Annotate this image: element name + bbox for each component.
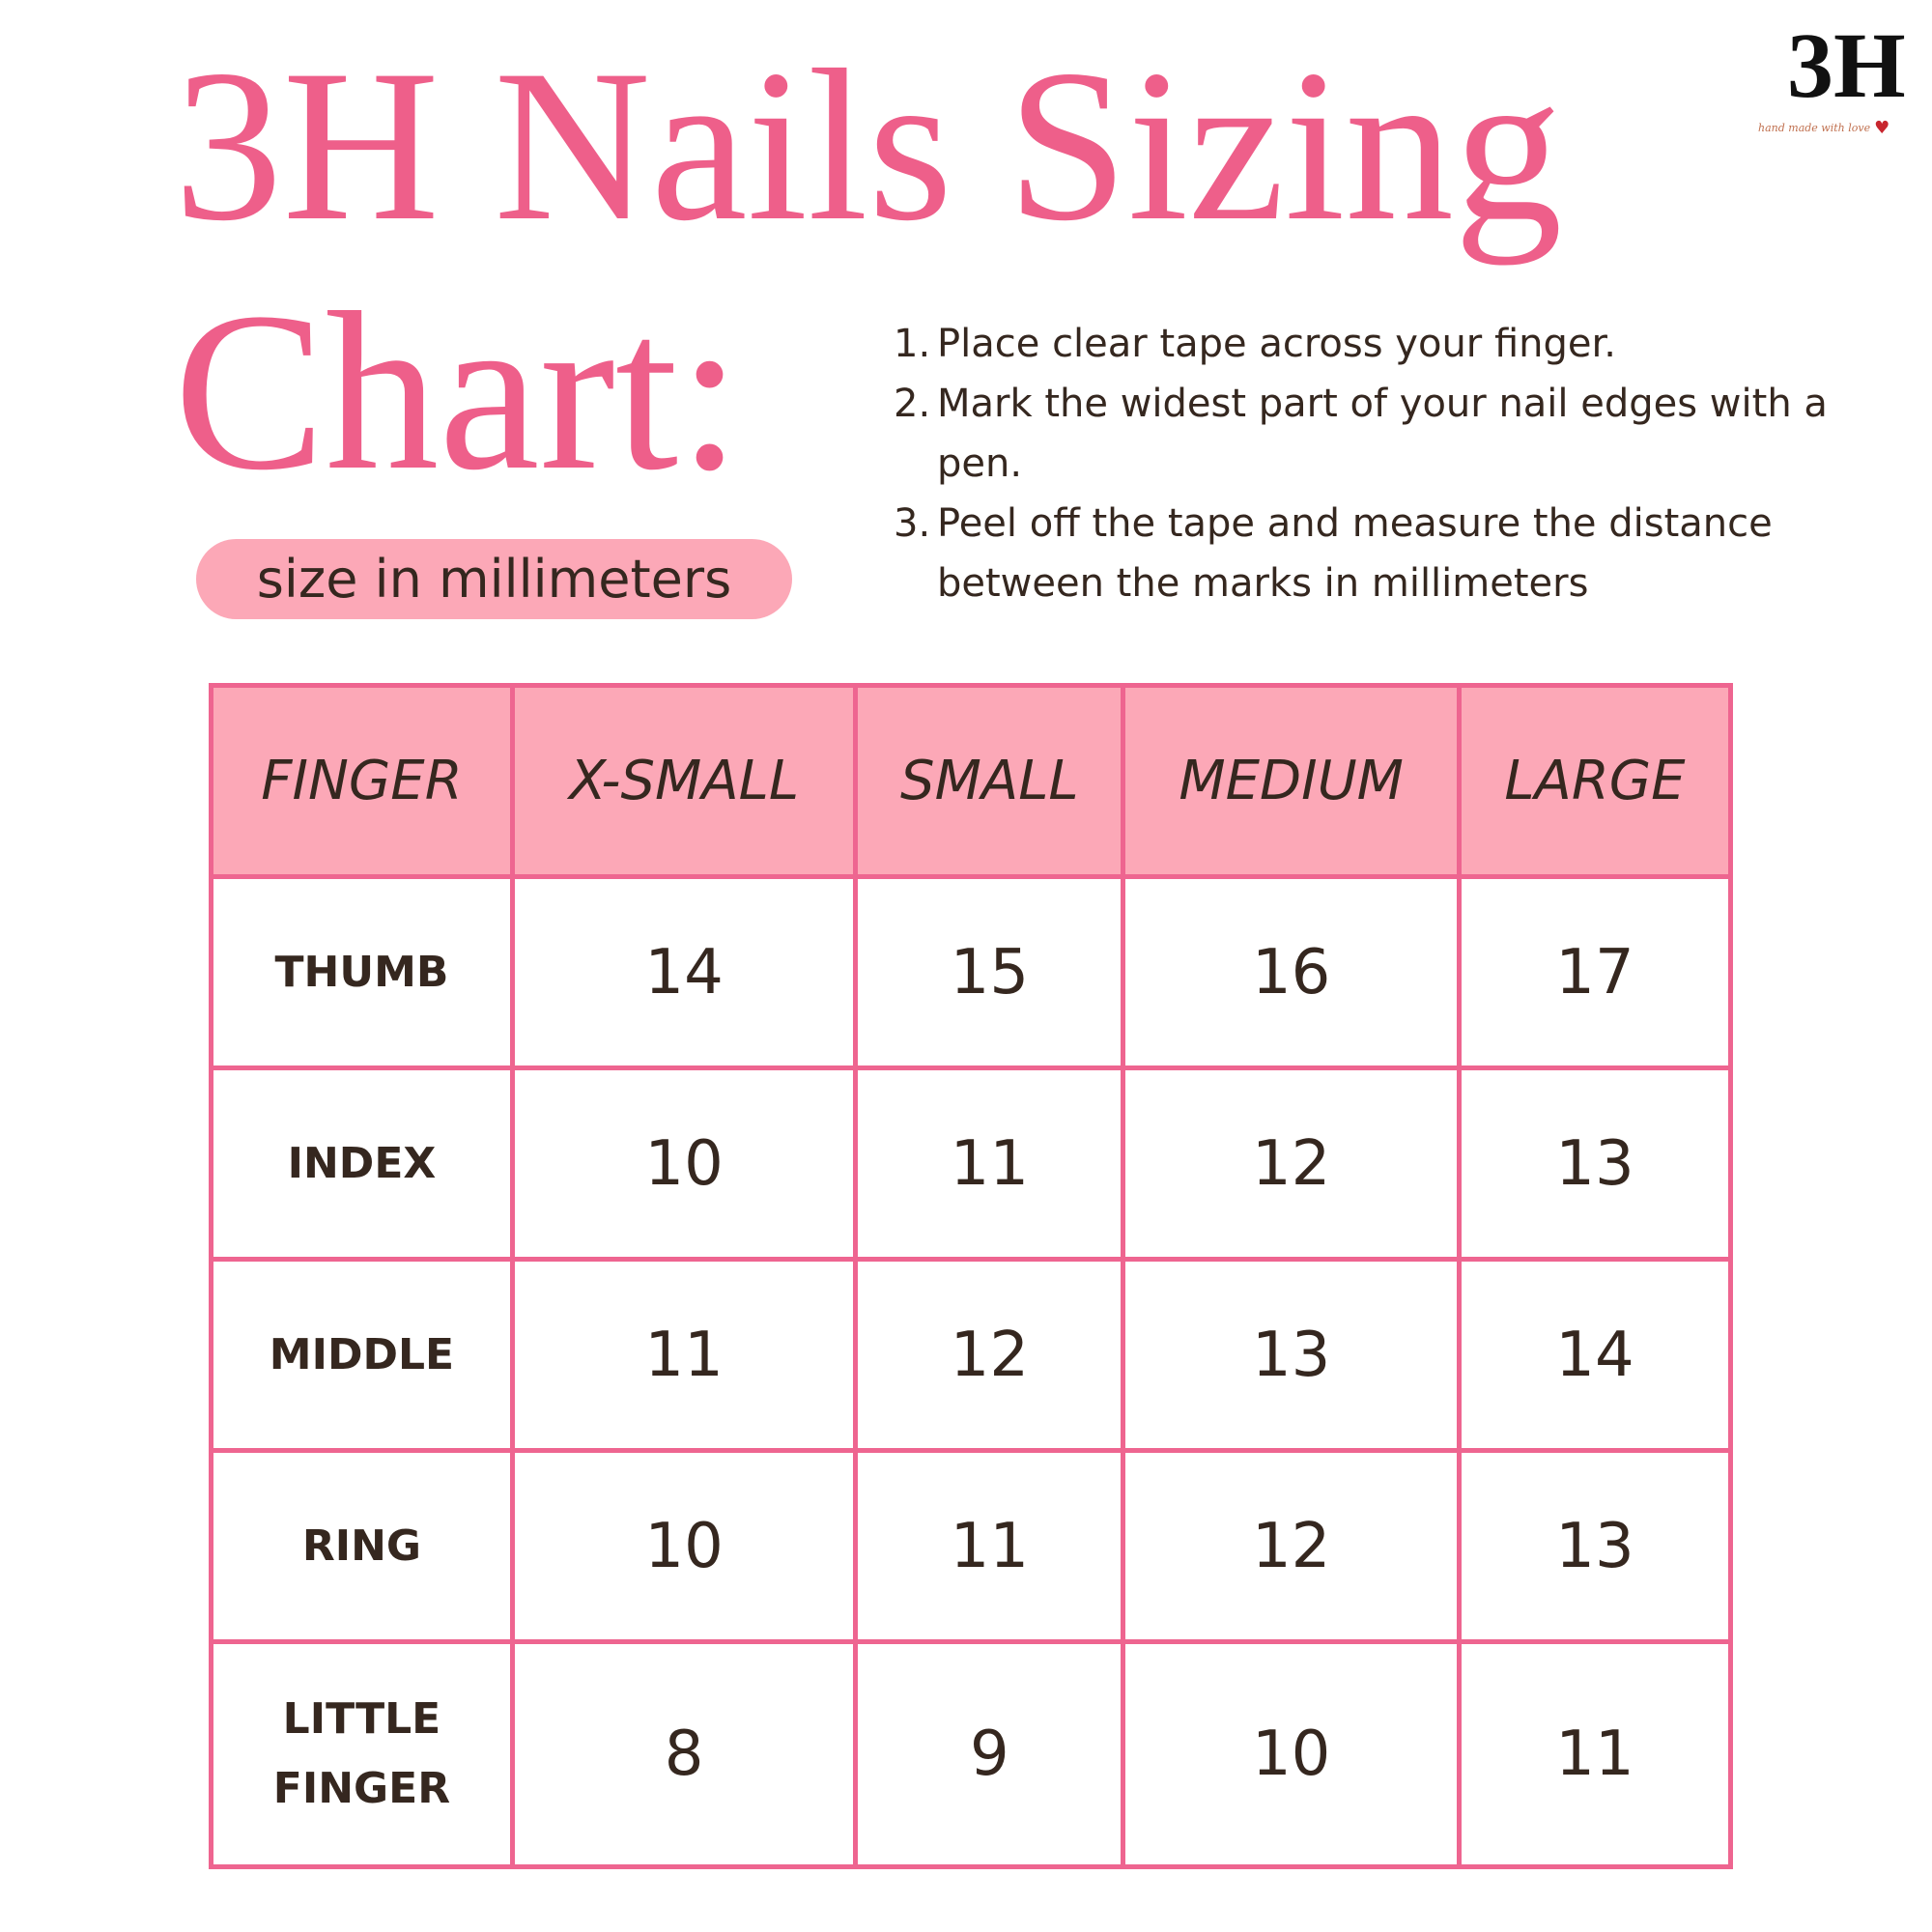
finger-label: RING (301, 1520, 422, 1571)
finger-label: THUMB (274, 947, 449, 997)
size-cell: 15 (853, 874, 1126, 1070)
logo-tagline: hand made with love (1758, 122, 1871, 134)
step-text: Peel off the tape and measure the distan… (937, 501, 1773, 606)
table-row: RING 10 11 12 13 (209, 1448, 1734, 1644)
column-header: SMALL (853, 683, 1126, 879)
finger-label: MIDDLE (269, 1329, 455, 1379)
size-cell: 12 (1121, 1065, 1462, 1262)
finger-label: LITTLE FINGER (272, 1694, 451, 1813)
size-cell: 13 (1121, 1257, 1462, 1453)
table-row: LITTLE FINGER 8 9 10 11 (209, 1639, 1734, 1869)
size-cell: 10 (1121, 1639, 1462, 1869)
finger-cell: THUMB (209, 874, 515, 1070)
table-row: THUMB 14 15 16 17 (209, 874, 1734, 1070)
size-cell: 11 (853, 1065, 1126, 1262)
size-cell: 12 (1121, 1448, 1462, 1644)
instruction-item: 3. Peel off the tape and measure the dist… (894, 494, 1893, 613)
page-title-line1: 3H Nails Sizing (174, 24, 1563, 266)
size-cell: 16 (1121, 874, 1462, 1070)
step-text: Mark the widest part of your nail edges … (937, 382, 1828, 486)
table-row: MIDDLE 11 12 13 14 (209, 1257, 1734, 1453)
sizing-table: FINGER X-SMALL SMALL MEDIUM LARGE THUMB 1… (209, 683, 1734, 1869)
step-text: Place clear tape across your finger. (937, 322, 1616, 366)
column-header: MEDIUM (1121, 683, 1462, 879)
step-number: 3. (894, 501, 931, 546)
size-cell: 10 (509, 1448, 859, 1644)
instruction-item: 1. Place clear tape across your finger. (894, 314, 1893, 374)
instructions-list: 1. Place clear tape across your finger. 2… (894, 314, 1893, 613)
size-cell: 9 (853, 1639, 1126, 1869)
finger-cell: LITTLE FINGER (209, 1639, 515, 1869)
instruction-item: 2. Mark the widest part of your nail edge… (894, 374, 1893, 494)
finger-cell: MIDDLE (209, 1257, 515, 1453)
step-number: 1. (894, 322, 931, 366)
size-cell: 17 (1456, 874, 1734, 1070)
unit-badge: size in millimeters (196, 539, 792, 619)
size-cell: 13 (1456, 1448, 1734, 1644)
finger-cell: INDEX (209, 1065, 515, 1262)
logo-tagline-row: hand made with love ♥ (1758, 120, 1889, 137)
finger-label: INDEX (287, 1138, 437, 1188)
size-cell: 10 (509, 1065, 859, 1262)
heart-icon: ♥ (1874, 118, 1890, 138)
brand-logo: 3H hand made with love ♥ (1758, 17, 1927, 153)
logo-mark: 3H (1787, 14, 1906, 117)
column-header: LARGE (1456, 683, 1734, 879)
size-cell: 14 (1456, 1257, 1734, 1453)
size-cell: 11 (853, 1448, 1126, 1644)
size-cell: 11 (509, 1257, 859, 1453)
table-row: INDEX 10 11 12 13 (209, 1065, 1734, 1262)
size-cell: 8 (509, 1639, 859, 1869)
size-cell: 11 (1456, 1639, 1734, 1869)
page-title-line2: Chart: (174, 266, 742, 517)
table-header-row: FINGER X-SMALL SMALL MEDIUM LARGE (209, 683, 1734, 879)
size-cell: 12 (853, 1257, 1126, 1453)
column-header: X-SMALL (509, 683, 859, 879)
column-header: FINGER (209, 683, 515, 879)
size-cell: 14 (509, 874, 859, 1070)
step-number: 2. (894, 382, 931, 426)
finger-cell: RING (209, 1448, 515, 1644)
size-cell: 13 (1456, 1065, 1734, 1262)
